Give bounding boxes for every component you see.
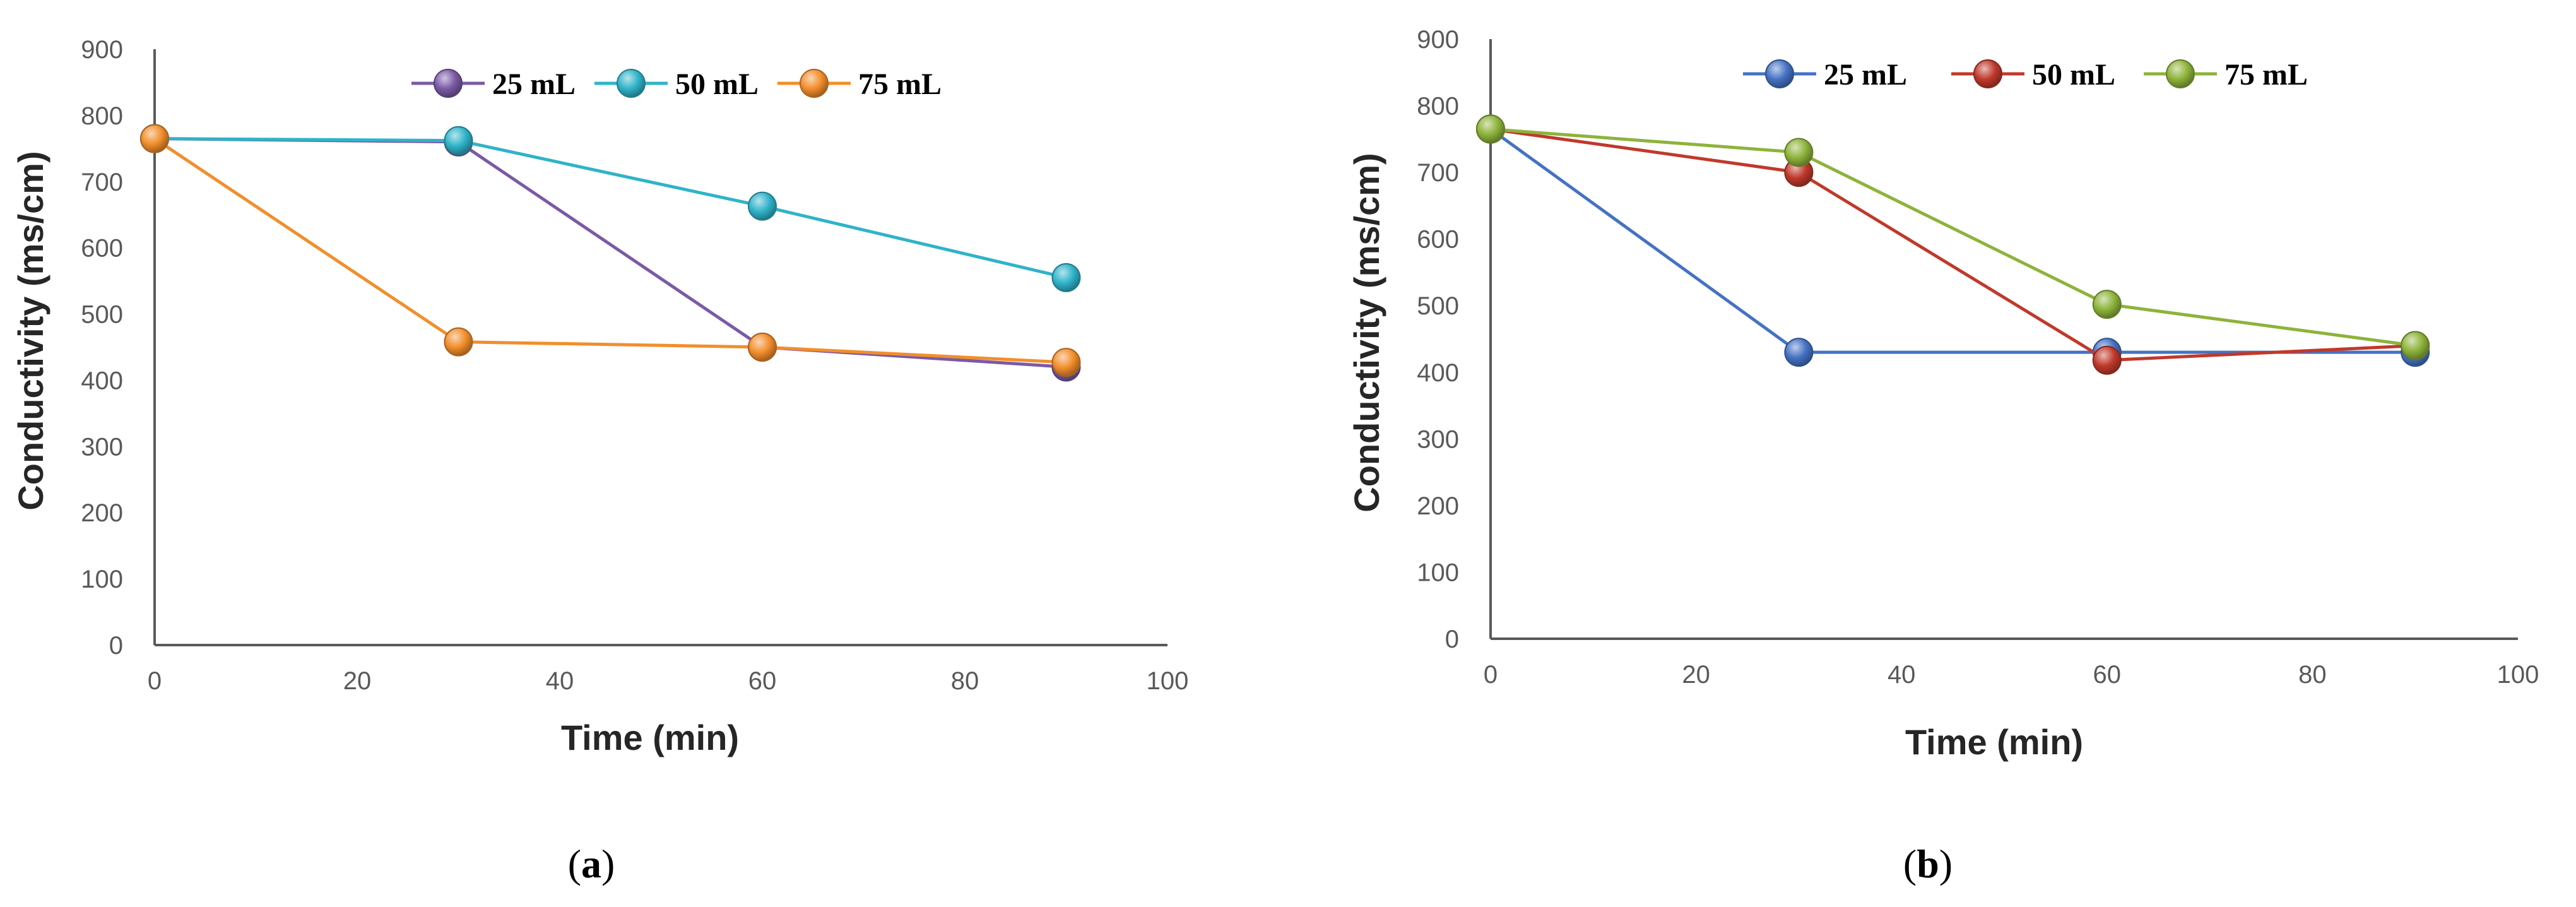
chart-b-data-point (1784, 338, 1814, 367)
chart-b-data-point (2401, 331, 2430, 360)
chart-b-x-tick-label: 20 (1682, 661, 1710, 689)
chart-a-y-tick-label: 0 (109, 632, 123, 660)
chart-a-y-tick-label: 800 (81, 102, 123, 130)
chart-a-x-tick-label: 0 (148, 667, 162, 695)
chart-b-series-line-2 (1490, 127, 2416, 362)
chart-a-legend-label: 75 mL (858, 68, 942, 101)
chart-b-legend-marker (2166, 59, 2195, 88)
chart-b-y-tick-label: 700 (1417, 159, 1459, 187)
chart-b-legend-label: 50 mL (2032, 58, 2115, 92)
chart-b-x-tick-label: 40 (1888, 661, 1916, 689)
chart-a-xlabel: Time (min) (561, 718, 739, 757)
chart-b-series-line-1 (1489, 127, 2416, 354)
chart-b-data-point (2092, 290, 2122, 319)
chart-a-legend-label: 25 mL (492, 68, 576, 101)
caption-a: (a) (568, 841, 615, 886)
chart-b-legend-marker (1765, 59, 1794, 88)
chart-panel-b: Conductivity (ms/cm) Time (min) 01002003… (1347, 26, 2539, 762)
chart-a-legend-label: 50 mL (675, 68, 759, 101)
chart-a-data-point (444, 126, 473, 155)
chart-a-data-point (1051, 263, 1081, 292)
chart-a-ylabel: Conductivity (ms/cm) (11, 151, 50, 510)
chart-b-ylabel: Conductivity (ms/cm) (1347, 153, 1386, 512)
chart-a-y-tick-label: 300 (81, 433, 123, 461)
chart-b-y-tick-label: 400 (1417, 359, 1459, 387)
chart-b-y-tick-label: 800 (1417, 93, 1459, 121)
chart-a-x-tick-label: 60 (748, 667, 777, 695)
chart-b-legend-marker (1973, 59, 2002, 88)
caption-b: (b) (1903, 841, 1953, 886)
chart-a-data-point (748, 191, 777, 221)
chart-a-data-point (1051, 348, 1081, 377)
chart-b-x-tick-label: 100 (2497, 661, 2539, 689)
chart-b-x-tick-label: 80 (2298, 661, 2327, 689)
chart-a-y-tick-label: 600 (81, 235, 123, 263)
chart-b-x-tick-label: 0 (1484, 661, 1498, 689)
chart-b-y-tick-label: 600 (1417, 226, 1459, 254)
chart-b-y-tick-label: 100 (1417, 559, 1459, 586)
chart-panel-a: Conductivity (ms/cm) Time (min) 01002003… (11, 36, 1188, 757)
chart-a-x-tick-label: 20 (343, 667, 372, 695)
chart-b-legend-label: 25 mL (1824, 58, 1907, 92)
chart-b-data-point (1784, 138, 1814, 167)
chart-b-legend-label: 75 mL (2224, 58, 2308, 92)
chart-a-y-tick-label: 500 (81, 301, 123, 329)
chart-b-xlabel: Time (min) (1905, 722, 2083, 762)
caption-a-letter: a (581, 841, 601, 886)
chart-b-y-tick-label: 0 (1445, 625, 1459, 653)
caption-b-letter: b (1917, 841, 1939, 886)
chart-a-x-tick-label: 80 (951, 667, 979, 695)
chart-b-y-tick-label: 500 (1417, 292, 1459, 320)
chart-a-series-line-2 (154, 137, 1067, 280)
chart-a-legend-marker (800, 69, 829, 98)
chart-a-legend-marker (434, 69, 463, 98)
chart-b-series-line-3 (1490, 127, 2416, 348)
chart-b-y-tick-label: 300 (1417, 425, 1459, 453)
chart-b-y-tick-label: 200 (1417, 492, 1459, 520)
chart-a-data-point (748, 333, 777, 362)
chart-b-data-point (1476, 114, 1505, 144)
chart-a-y-tick-label: 200 (81, 499, 123, 527)
chart-a-x-tick-label: 40 (546, 667, 574, 695)
chart-b-x-tick-label: 60 (2093, 661, 2122, 689)
chart-a-series-line-3 (153, 137, 1066, 364)
chart-a-y-tick-label: 900 (81, 36, 123, 64)
chart-a-x-tick-label: 100 (1147, 667, 1189, 695)
chart-a-data-point (444, 327, 473, 357)
chart-a-data-point (140, 124, 169, 153)
chart-b-y-tick-label: 900 (1417, 26, 1459, 54)
chart-a-y-tick-label: 400 (81, 367, 123, 394)
chart-a-y-tick-label: 700 (81, 169, 123, 196)
chart-a-y-tick-label: 100 (81, 566, 123, 593)
chart-b-data-point (2092, 345, 2122, 375)
chart-a-legend-marker (617, 69, 646, 98)
